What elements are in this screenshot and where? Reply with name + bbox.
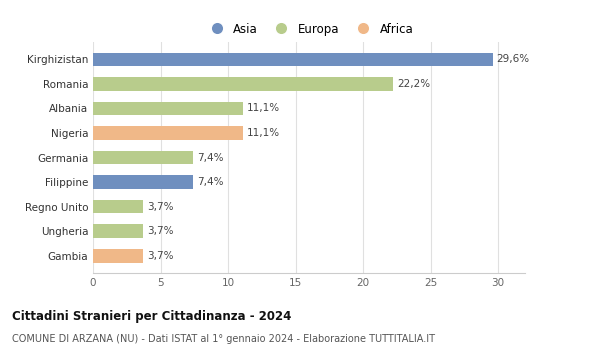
- Text: 7,4%: 7,4%: [197, 177, 223, 187]
- Bar: [93, 102, 243, 115]
- Text: COMUNE DI ARZANA (NU) - Dati ISTAT al 1° gennaio 2024 - Elaborazione TUTTITALIA.: COMUNE DI ARZANA (NU) - Dati ISTAT al 1°…: [12, 334, 435, 344]
- Text: 22,2%: 22,2%: [397, 79, 430, 89]
- Bar: [93, 126, 243, 140]
- Text: Cittadini Stranieri per Cittadinanza - 2024: Cittadini Stranieri per Cittadinanza - 2…: [12, 310, 292, 323]
- Bar: [93, 200, 143, 214]
- Bar: [93, 249, 143, 262]
- Text: 7,4%: 7,4%: [197, 153, 223, 162]
- Text: 11,1%: 11,1%: [247, 128, 280, 138]
- Text: 29,6%: 29,6%: [497, 54, 530, 64]
- Bar: [93, 151, 193, 164]
- Bar: [93, 77, 392, 91]
- Bar: [93, 52, 493, 66]
- Text: 3,7%: 3,7%: [147, 251, 173, 261]
- Text: 3,7%: 3,7%: [147, 226, 173, 236]
- Bar: [93, 175, 193, 189]
- Text: 3,7%: 3,7%: [147, 202, 173, 212]
- Bar: [93, 224, 143, 238]
- Text: 11,1%: 11,1%: [247, 103, 280, 113]
- Legend: Asia, Europa, Africa: Asia, Europa, Africa: [200, 18, 418, 40]
